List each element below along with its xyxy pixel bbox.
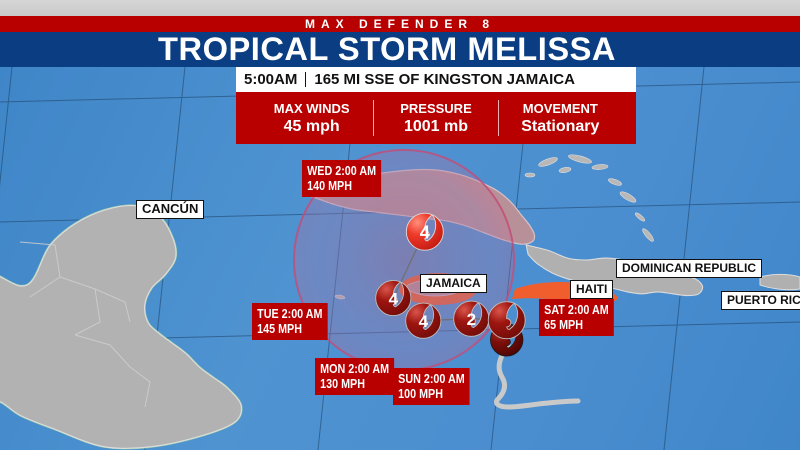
svg-text:2: 2 — [467, 310, 476, 329]
svg-text:4: 4 — [389, 290, 399, 309]
svg-text:4: 4 — [420, 223, 430, 243]
svg-text:4: 4 — [419, 312, 429, 331]
